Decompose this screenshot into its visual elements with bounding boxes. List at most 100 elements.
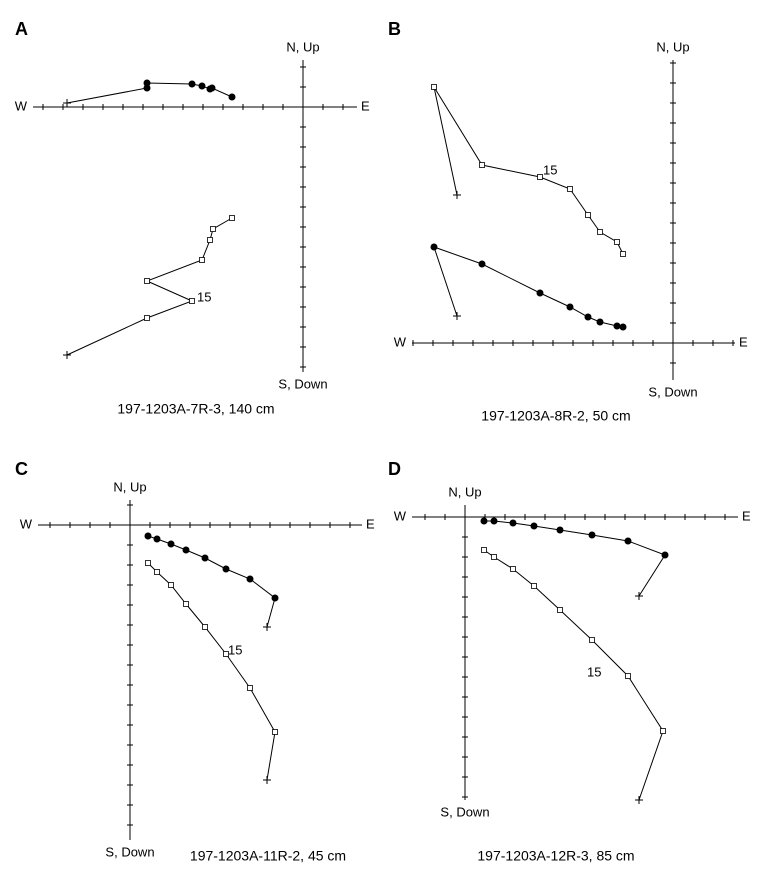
axis-label-down: S, Down xyxy=(648,384,697,399)
start-point xyxy=(635,796,643,804)
panel-label: D xyxy=(388,459,401,479)
axis-label-west: W xyxy=(394,334,407,349)
axis-label-up: N, Up xyxy=(656,39,689,54)
horizontal-point xyxy=(143,79,151,87)
vertical-point xyxy=(660,728,666,734)
horizontal-point xyxy=(613,322,621,330)
step-annotation: 15 xyxy=(543,162,557,177)
step-annotation: 15 xyxy=(197,289,211,304)
axis-label-east: E xyxy=(739,334,748,349)
vertical-point xyxy=(199,257,205,263)
horizontal-point xyxy=(222,565,230,573)
horizontal-point xyxy=(556,526,564,534)
vertical-point xyxy=(481,547,487,553)
axis-label-down: S, Down xyxy=(278,376,327,391)
horizontal-point xyxy=(228,93,236,101)
axis-label-west: W xyxy=(394,508,407,523)
vertical-point xyxy=(537,174,543,180)
vertical-point xyxy=(207,237,213,243)
axis-label-up: N, Up xyxy=(113,479,146,494)
horizontal-point xyxy=(182,546,190,554)
horizontal-point xyxy=(530,522,538,530)
vertical-point xyxy=(272,729,278,735)
axis-label-west: W xyxy=(20,516,33,531)
vector-path xyxy=(484,520,666,597)
vertical-point xyxy=(154,569,160,575)
step-annotation: 15 xyxy=(587,664,601,679)
vertical-point xyxy=(431,84,437,90)
start-point xyxy=(63,99,71,107)
horizontal-point xyxy=(153,535,161,543)
horizontal-point xyxy=(480,517,488,525)
vertical-point xyxy=(597,229,603,235)
horizontal-point xyxy=(661,551,669,559)
vertical-point xyxy=(585,212,591,218)
horizontal-point xyxy=(430,243,438,251)
axis-label-east: E xyxy=(742,508,751,523)
vertical-point xyxy=(479,162,485,168)
step-annotation: 15 xyxy=(228,642,242,657)
axis-label-east: E xyxy=(361,98,370,113)
caption: 197-1203A-12R-3, 85 cm xyxy=(477,848,634,864)
caption: 197-1203A-8R-2, 50 cm xyxy=(481,408,630,424)
horizontal-point xyxy=(271,594,279,602)
vertical-point xyxy=(614,239,620,245)
vector-path xyxy=(433,246,624,328)
vertical-point xyxy=(223,651,229,657)
panel-label: A xyxy=(15,19,28,39)
vertical-point xyxy=(567,186,573,192)
vertical-point xyxy=(510,566,516,572)
horizontal-point xyxy=(619,323,627,331)
horizontal-point xyxy=(566,303,574,311)
horizontal-point xyxy=(246,575,254,583)
horizontal-point xyxy=(144,532,152,540)
vertical-point xyxy=(183,601,189,607)
horizontal-point xyxy=(201,554,209,562)
caption: 197-1203A-7R-3, 140 cm xyxy=(117,401,274,417)
start-point xyxy=(635,592,643,600)
axis-label-down: S, Down xyxy=(105,844,154,859)
axis-label-up: N, Up xyxy=(448,484,481,499)
vertical-point xyxy=(168,582,174,588)
start-point xyxy=(453,312,461,320)
horizontal-point xyxy=(490,517,498,525)
vertical-point xyxy=(145,560,151,566)
vector-path xyxy=(433,86,624,255)
horizontal-point xyxy=(198,82,206,90)
horizontal-point xyxy=(167,540,175,548)
start-point xyxy=(263,623,271,631)
vertical-point xyxy=(589,637,595,643)
horizontal-point xyxy=(596,318,604,326)
axis-label-up: N, Up xyxy=(286,39,319,54)
vertical-point xyxy=(144,315,150,321)
axis-label-down: S, Down xyxy=(440,804,489,819)
vertical-point xyxy=(531,583,537,589)
vertical-point xyxy=(202,624,208,630)
vector-path xyxy=(147,562,276,781)
axis-label-east: E xyxy=(366,516,375,531)
vertical-point xyxy=(210,226,216,232)
vertical-point xyxy=(625,673,631,679)
start-point xyxy=(63,351,71,359)
panel-label: B xyxy=(388,19,401,39)
start-point xyxy=(263,776,271,784)
horizontal-point xyxy=(624,537,632,545)
horizontal-point xyxy=(536,289,544,297)
horizontal-point xyxy=(584,313,592,321)
horizontal-point xyxy=(188,80,196,88)
vertical-point xyxy=(229,215,235,221)
vertical-point xyxy=(491,554,497,560)
horizontal-point xyxy=(208,84,216,92)
caption: 197-1203A-11R-2, 45 cm xyxy=(190,848,346,864)
horizontal-point xyxy=(509,519,517,527)
axis-label-west: W xyxy=(15,98,28,113)
vertical-point xyxy=(247,685,253,691)
vertical-point xyxy=(144,278,150,284)
horizontal-point xyxy=(588,531,596,539)
vertical-point xyxy=(189,298,195,304)
start-point xyxy=(453,191,461,199)
vector-path xyxy=(483,549,664,801)
panel-label: C xyxy=(15,459,28,479)
